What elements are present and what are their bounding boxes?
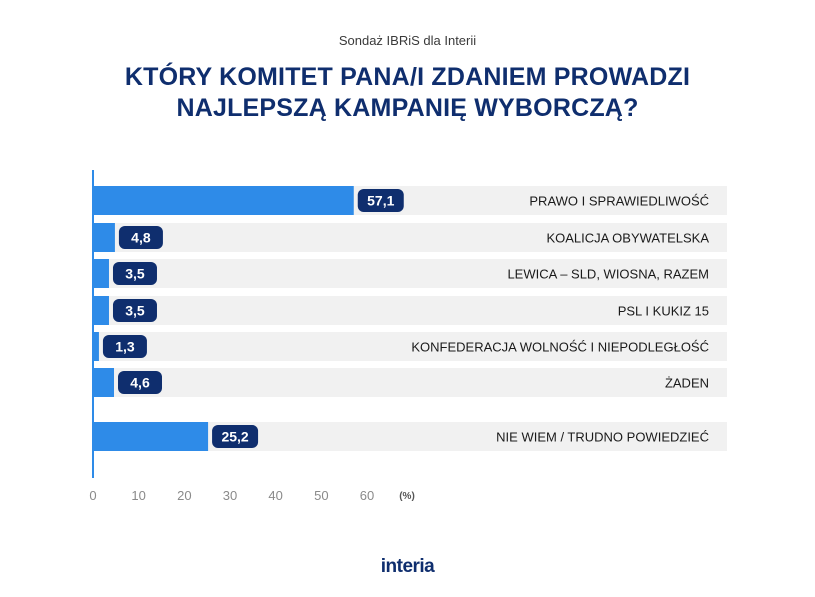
- value-badge: [102, 335, 147, 358]
- category-label: NIE WIEM / TRUDNO POWIEDZIEĆ: [496, 430, 709, 445]
- category-label: PSL I KUKIZ 15: [618, 304, 709, 319]
- row-background: [93, 332, 727, 361]
- value-label: 57,1: [367, 193, 394, 209]
- value-badge: [118, 226, 163, 249]
- interia-logo: interia: [380, 556, 435, 577]
- category-label: LEWICA – SLD, WIOSNA, RAZEM: [507, 267, 709, 282]
- value-label: 25,2: [221, 429, 248, 445]
- bar: [93, 422, 209, 451]
- value-badge: [112, 299, 157, 322]
- value-badge: [112, 262, 157, 285]
- value-label: 4,8: [131, 230, 151, 246]
- value-badge: [212, 425, 259, 448]
- x-tick-label: 10: [131, 488, 145, 503]
- x-tick-label: 50: [314, 488, 328, 503]
- category-label: ŻADEN: [665, 376, 709, 391]
- x-tick-label: 30: [223, 488, 237, 503]
- row-background: [93, 368, 727, 397]
- row-background: [93, 223, 727, 252]
- bar: [93, 368, 115, 397]
- x-tick-label: 20: [177, 488, 191, 503]
- row-background: [93, 259, 727, 288]
- bar: [93, 259, 109, 288]
- value-label: 3,5: [125, 266, 145, 282]
- chart-title-line-1: KTÓRY KOMITET PANA/I ZDANIEM PROWADZI: [124, 63, 691, 91]
- chart-title: KTÓRY KOMITET PANA/I ZDANIEM PROWADZI NA…: [0, 62, 815, 124]
- bar: [93, 223, 115, 252]
- unit-label: (%): [399, 491, 415, 502]
- bar: [93, 332, 99, 361]
- category-label: KOALICJA OBYWATELSKA: [546, 231, 709, 246]
- chart-title-line-2: NAJLEPSZĄ KAMPANIĘ WYBORCZĄ?: [176, 94, 639, 122]
- category-label: PRAWO I SPRAWIEDLIWOŚĆ: [529, 194, 709, 209]
- value-badge: [118, 371, 163, 394]
- bar: [93, 296, 109, 325]
- x-tick-label: 60: [360, 488, 374, 503]
- category-label: KONFEDERACJA WOLNOŚĆ I NIEPODLEGŁOŚĆ: [411, 340, 709, 355]
- bar: [93, 186, 354, 215]
- value-label: 3,5: [125, 303, 145, 319]
- x-tick-label: 0: [89, 488, 96, 503]
- value-label: 1,3: [115, 339, 135, 355]
- value-badge: [357, 189, 404, 212]
- value-label: 4,6: [130, 375, 150, 391]
- x-tick-label: 40: [268, 488, 282, 503]
- chart-source: Sondaż IBRiS dla Interii: [338, 33, 477, 48]
- row-background: [93, 296, 727, 325]
